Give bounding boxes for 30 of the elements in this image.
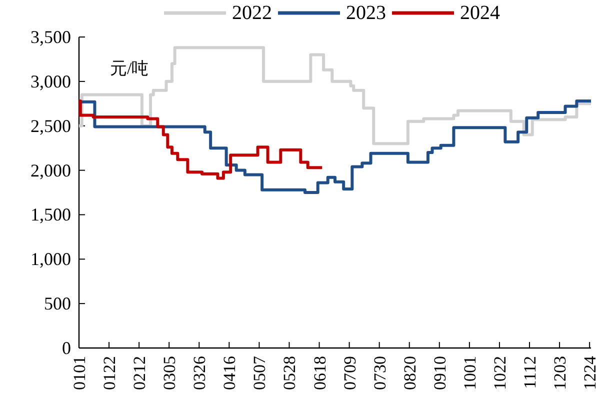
annotation: 元/吨 <box>110 59 149 78</box>
x-tick-label: 1224 <box>580 356 597 390</box>
x-tick-label: 0730 <box>370 356 390 390</box>
legend-label: 2024 <box>460 2 500 24</box>
x-tick-label: 1203 <box>550 356 570 390</box>
x-tick-label: 0122 <box>100 356 120 390</box>
x-tick-label: 0305 <box>160 356 180 390</box>
x-tick-label: 0101 <box>70 356 89 390</box>
x-tick-label: 0528 <box>280 356 300 390</box>
x-tick-label: 0618 <box>310 356 330 390</box>
y-tick-label: 2,000 <box>30 160 71 180</box>
y-tick-label: 500 <box>44 294 71 314</box>
x-tick-label: 0709 <box>340 356 360 390</box>
x-tick-label: 1112 <box>520 356 540 389</box>
x-tick-label: 0820 <box>400 356 420 390</box>
y-tick-label: 3,000 <box>30 71 71 92</box>
x-tick-label: 0212 <box>130 356 150 390</box>
x-tick-label: 1022 <box>490 356 510 390</box>
y-tick-label: 3,500 <box>30 27 71 47</box>
x-tick-label: 1001 <box>460 356 480 390</box>
x-tick-label: 0910 <box>430 356 450 390</box>
legend-label: 2022 <box>232 2 272 24</box>
y-tick-label: 0 <box>62 338 71 358</box>
y-tick-label: 1,500 <box>30 204 71 225</box>
x-tick-label: 0326 <box>190 356 210 390</box>
legend-label: 2023 <box>346 2 386 24</box>
x-tick-label: 0507 <box>250 356 270 390</box>
y-tick-label: 1,000 <box>30 249 71 270</box>
x-tick-label: 0416 <box>220 356 240 390</box>
y-tick-label: 2,500 <box>30 116 71 136</box>
